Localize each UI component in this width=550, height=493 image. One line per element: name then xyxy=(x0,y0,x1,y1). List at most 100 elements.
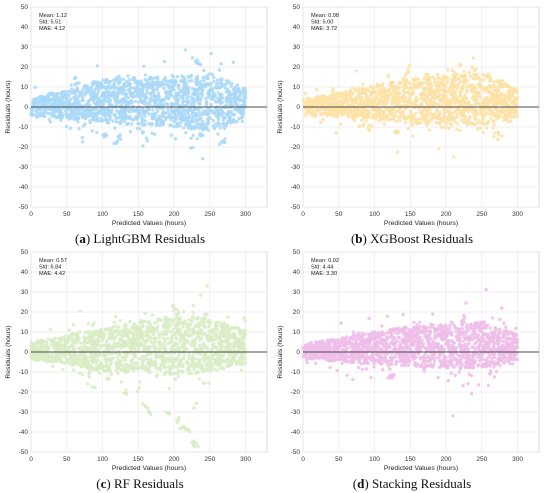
scatter-point xyxy=(42,95,46,100)
scatter-point xyxy=(333,110,337,114)
scatter-point xyxy=(411,117,415,121)
scatter-point xyxy=(199,91,203,95)
scatter-point xyxy=(121,77,126,82)
scatter-point xyxy=(115,140,120,144)
scatter-point xyxy=(228,121,233,125)
scatter-point xyxy=(511,114,515,119)
scatter-point xyxy=(193,357,198,361)
scatter-point xyxy=(202,109,207,113)
scatter-point xyxy=(99,336,103,341)
scatter-point xyxy=(103,112,107,117)
scatter-point xyxy=(386,99,390,103)
scatter-point xyxy=(373,106,377,111)
scatter-point xyxy=(472,98,476,102)
scatter-point xyxy=(372,102,376,107)
scatter-point xyxy=(129,99,134,103)
scatter-point xyxy=(403,73,408,77)
scatter-point xyxy=(451,155,456,159)
scatter-point xyxy=(166,107,170,112)
scatter-point xyxy=(207,95,211,99)
scatter-point xyxy=(337,91,341,96)
scatter-point xyxy=(184,103,189,108)
scatter-point xyxy=(197,110,202,114)
scatter-point xyxy=(111,94,115,98)
scatter-point xyxy=(150,112,154,117)
scatter-point xyxy=(162,99,166,103)
scatter-point xyxy=(105,133,109,138)
scatter-point xyxy=(147,76,151,81)
scatter-point xyxy=(139,341,143,346)
scatter-point xyxy=(146,334,150,339)
scatter-point xyxy=(115,332,120,336)
scatter-point xyxy=(168,318,172,322)
scatter-point xyxy=(107,97,112,101)
scatter-point xyxy=(179,88,184,93)
scatter-point xyxy=(475,90,479,95)
scatter-point xyxy=(113,98,118,102)
scatter-point xyxy=(33,85,37,90)
scatter-point xyxy=(69,109,74,114)
scatter-point xyxy=(90,129,94,133)
scatter-point xyxy=(463,106,467,111)
scatter-point xyxy=(305,102,309,106)
scatter-point xyxy=(370,99,374,103)
scatter-point xyxy=(197,122,202,127)
scatter-point xyxy=(149,91,153,96)
scatter-point xyxy=(77,127,81,131)
scatter-point xyxy=(396,87,400,91)
scatter-point xyxy=(87,375,92,379)
scatter-point xyxy=(489,116,493,121)
scatter-point xyxy=(484,126,489,130)
scatter-point xyxy=(486,101,490,105)
scatter-point xyxy=(117,341,121,345)
scatter-point xyxy=(343,110,347,114)
scatter-point xyxy=(118,137,123,141)
scatter-point xyxy=(175,357,179,362)
scatter-point xyxy=(240,333,244,338)
scatter-point xyxy=(219,343,223,347)
scatter-point xyxy=(435,95,440,99)
scatter-point xyxy=(494,92,498,97)
scatter-point xyxy=(162,325,166,329)
scatter-point xyxy=(387,117,392,121)
scatter-point xyxy=(143,73,148,77)
scatter-point xyxy=(503,83,507,87)
scatter-point xyxy=(216,132,220,136)
scatter-point xyxy=(83,93,87,97)
scatter-point xyxy=(434,121,438,125)
scatter-point xyxy=(454,77,459,81)
scatter-point xyxy=(376,118,381,123)
scatter-point xyxy=(210,73,215,77)
scatter-point xyxy=(180,114,184,118)
scatter-point xyxy=(468,84,472,89)
scatter-point xyxy=(405,102,410,106)
scatter-point xyxy=(159,121,163,125)
scatter-point xyxy=(129,86,133,90)
scatter-point xyxy=(417,121,422,126)
scatter-point xyxy=(124,368,128,372)
scatter-point xyxy=(61,90,65,95)
scatter-point xyxy=(171,82,175,87)
scatter-point xyxy=(137,386,141,390)
scatter-point xyxy=(108,117,112,121)
scatter-point xyxy=(347,103,351,107)
scatter-point xyxy=(332,92,336,96)
scatter-point xyxy=(491,119,496,123)
scatter-point xyxy=(156,85,161,89)
scatter-point xyxy=(200,332,205,336)
caption-letter: b xyxy=(355,231,363,246)
scatter-point xyxy=(172,124,176,129)
scatter-point xyxy=(343,92,348,97)
x-tick-label: 0 xyxy=(29,211,33,218)
scatter-point xyxy=(115,355,120,359)
scatter-point xyxy=(184,123,188,127)
scatter-point xyxy=(396,115,401,120)
scatter-point xyxy=(330,113,334,117)
scatter-point xyxy=(310,114,315,118)
scatter-point xyxy=(78,371,82,375)
scatter-point xyxy=(229,118,234,123)
scatter-point xyxy=(107,102,112,106)
scatter-point xyxy=(64,115,69,119)
scatter-point xyxy=(63,94,67,98)
scatter-point xyxy=(221,111,226,115)
